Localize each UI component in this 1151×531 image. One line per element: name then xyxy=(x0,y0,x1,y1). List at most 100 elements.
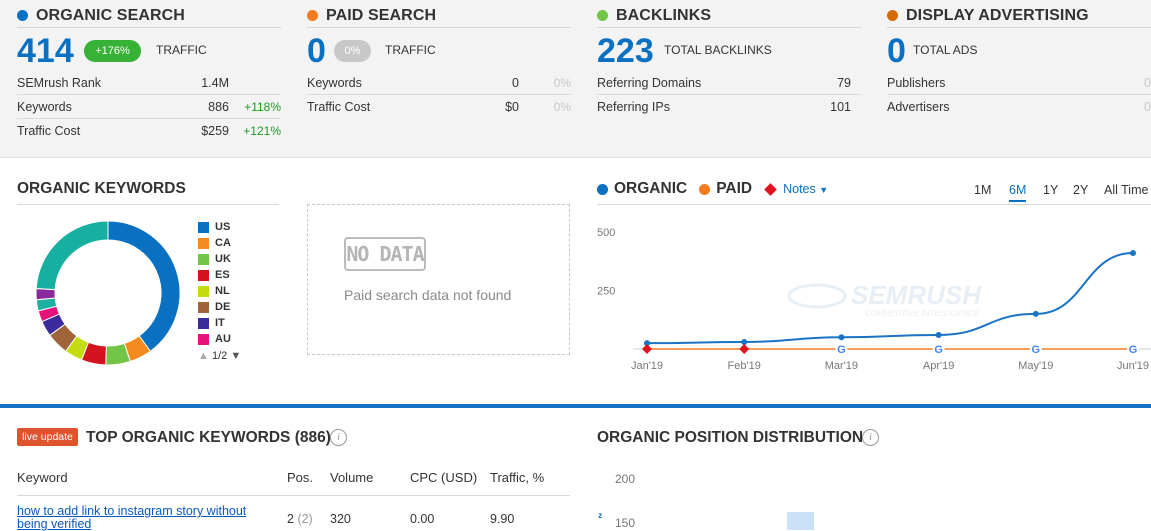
legend-item-it[interactable]: IT xyxy=(198,315,225,331)
paid-search-title[interactable]: PAID SEARCH xyxy=(326,6,437,24)
row-value[interactable]: 1.4M xyxy=(201,76,229,90)
backlinks-row: Referring Domains 79 xyxy=(597,71,861,95)
pos-cell: 2 (2) xyxy=(287,512,313,526)
info-icon[interactable]: i xyxy=(330,429,347,446)
google-update-icon[interactable] xyxy=(1127,343,1139,355)
tab-2y[interactable]: 2Y xyxy=(1073,183,1089,197)
paid-no-data-box: NO DATA Paid search data not found xyxy=(307,204,570,355)
pos-prev: (2) xyxy=(297,512,313,526)
donut-slice-other2[interactable] xyxy=(35,287,56,301)
google-update-icon[interactable] xyxy=(1029,343,1042,355)
backlinks-value[interactable]: 223 xyxy=(597,32,654,70)
note-diamond-icon[interactable] xyxy=(739,344,750,354)
legend-item-nl[interactable]: NL xyxy=(198,283,230,299)
row-label: Publishers xyxy=(887,76,946,90)
total-ads-value[interactable]: 0 xyxy=(887,32,906,70)
divider xyxy=(597,204,1151,205)
organic-search-title[interactable]: ORGANIC SEARCH xyxy=(36,6,185,24)
legend-item-uk[interactable]: UK xyxy=(198,251,231,267)
display-dot-icon xyxy=(887,10,898,21)
notes-diamond-icon xyxy=(764,182,777,196)
legend-item-de[interactable]: DE xyxy=(198,299,230,315)
row-value: 0 xyxy=(1144,76,1151,90)
x-tick-label: Mar'19 xyxy=(825,360,858,372)
row-label: SEMrush Rank xyxy=(17,76,102,90)
col-volume[interactable]: Volume xyxy=(330,470,374,485)
legend-item-au[interactable]: AU xyxy=(198,331,231,347)
country-donut-chart[interactable] xyxy=(34,219,182,367)
distribution-bar[interactable] xyxy=(787,512,814,530)
x-tick-label: Jan'19 xyxy=(631,360,663,372)
y-tick: 150 xyxy=(615,516,636,530)
display-row: Publishers 0 xyxy=(887,71,1151,95)
x-tick-label: May'19 xyxy=(1018,360,1053,372)
col-cpc[interactable]: CPC (USD) xyxy=(410,470,478,485)
backlinks-title[interactable]: BACKLINKS xyxy=(616,6,712,24)
donut-slice-US[interactable] xyxy=(107,220,181,352)
organic-point[interactable] xyxy=(644,340,650,347)
keyword-link[interactable]: how to add link to instagram story witho… xyxy=(17,504,247,531)
organic-point[interactable] xyxy=(1130,250,1136,257)
organic-trend-chart[interactable]: SEMRUSH COMPETITIVE INTELLIGENCE 500 250 J… xyxy=(597,210,1151,390)
display-advertising-title[interactable]: DISPLAY ADVERTISING xyxy=(906,6,1089,24)
section-divider xyxy=(0,404,1151,408)
tab-1y[interactable]: 1Y xyxy=(1043,183,1059,197)
info-icon[interactable]: i xyxy=(862,429,879,446)
row-change: +118% xyxy=(244,100,281,114)
paid-traffic-value[interactable]: 0 xyxy=(307,32,326,70)
col-keyword[interactable]: Keyword xyxy=(17,470,68,485)
row-value[interactable]: 0 xyxy=(512,76,519,90)
paid-legend-label[interactable]: PAID xyxy=(716,180,753,197)
row-value[interactable]: 886 xyxy=(208,100,229,114)
organic-traffic-value[interactable]: 414 xyxy=(17,32,74,70)
watermark-subtitle: COMPETITIVE INTELLIGENCE xyxy=(865,309,980,318)
y-tick-label: 500 xyxy=(597,227,615,239)
row-value[interactable]: 79 xyxy=(837,76,851,90)
organic-keywords-title: ORGANIC KEYWORDS xyxy=(17,180,186,197)
display-row: Advertisers 0 xyxy=(887,95,1151,119)
cpc-cell: 0.00 xyxy=(410,512,435,526)
trend-legend: ORGANIC PAID Notes ▼ xyxy=(597,180,828,198)
top-keywords-title[interactable]: TOP ORGANIC KEYWORDS (886) xyxy=(86,429,331,446)
col-pos[interactable]: Pos. xyxy=(287,470,314,485)
row-value[interactable]: 101 xyxy=(830,100,851,114)
paid-search-header: PAID SEARCH xyxy=(307,4,571,28)
legend-label: ES xyxy=(215,269,230,281)
organic-point[interactable] xyxy=(838,334,845,341)
row-label: Traffic Cost xyxy=(17,124,81,138)
tab-6m[interactable]: 6M xyxy=(1009,183,1027,202)
organic-dot-icon xyxy=(17,10,28,21)
organic-traffic-badge: +176% xyxy=(84,40,141,62)
note-diamond-icon[interactable] xyxy=(642,344,652,354)
watermark-text: SEMRUSH xyxy=(851,280,982,310)
organic-point[interactable] xyxy=(1032,310,1039,317)
row-value[interactable]: $259 xyxy=(201,124,229,138)
row-value[interactable]: $0 xyxy=(505,100,519,114)
col-traffic[interactable]: Traffic, % xyxy=(490,470,545,485)
backlinks-row: Referring IPs 101 xyxy=(597,95,861,119)
pager-text: 1/2 xyxy=(211,350,228,362)
organic-point[interactable] xyxy=(741,338,748,345)
pager-up-icon[interactable]: ▲ xyxy=(198,350,209,362)
notes-dropdown[interactable]: Notes ▼ xyxy=(783,182,828,196)
volume-cell: 320 xyxy=(330,512,351,526)
tab-1m[interactable]: 1M xyxy=(974,183,992,197)
organic-point[interactable] xyxy=(935,331,942,338)
pager-down-icon[interactable]: ▼ xyxy=(230,350,242,362)
organic-legend-label[interactable]: ORGANIC xyxy=(614,180,688,197)
legend-item-us[interactable]: US xyxy=(198,219,230,235)
organic-search-header: ORGANIC SEARCH xyxy=(17,4,281,28)
row-label: Traffic Cost xyxy=(307,100,371,114)
google-g-glyph: G xyxy=(1129,344,1138,356)
donut-slice-other3[interactable] xyxy=(35,220,109,291)
tab-all-time[interactable]: All Time xyxy=(1104,183,1149,197)
x-tick-label: Apr'19 xyxy=(923,360,954,372)
row-label: Keywords xyxy=(17,100,72,114)
row-label: Advertisers xyxy=(887,100,950,114)
legend-item-ca[interactable]: CA xyxy=(198,235,231,251)
row-label: Keywords xyxy=(307,76,362,90)
legend-item-es[interactable]: ES xyxy=(198,267,230,283)
google-update-icon[interactable] xyxy=(932,343,945,355)
divider xyxy=(17,204,279,205)
google-update-icon[interactable] xyxy=(835,343,848,355)
